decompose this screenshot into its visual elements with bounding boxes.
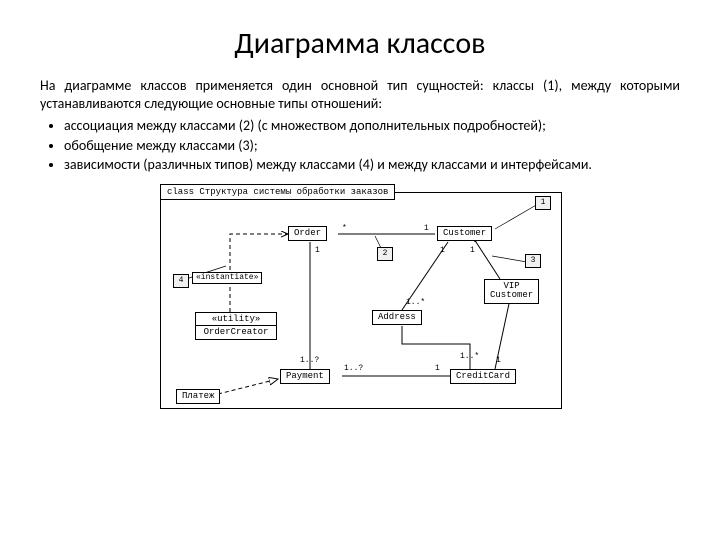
bullet-list: ассоциация между классами (2) (с множест…	[40, 117, 680, 174]
bullet-item: зависимости (различных типов) между клас…	[64, 156, 680, 174]
page-title: Диаграмма классов	[40, 25, 680, 62]
class-vip-customer: VIP Customer	[484, 279, 539, 305]
mult-one-star: 1..*	[460, 352, 479, 361]
uml-diagram: class Структура системы обработки заказо…	[140, 184, 580, 414]
mult-one: 1	[435, 364, 440, 373]
class-customer: Customer	[437, 226, 492, 242]
class-ordercreator: OrderCreator	[195, 325, 277, 341]
class-platez: Платеж	[176, 389, 220, 405]
mult-one: 1	[424, 224, 429, 233]
callout-1: 1	[535, 196, 551, 210]
stereotype-instantiate: «instantiate»	[192, 272, 262, 285]
mult-one-ques: 1..?	[300, 356, 319, 365]
mult-one: 1	[440, 246, 445, 255]
bullet-item: обобщение между классами (3);	[64, 137, 680, 155]
mult-one: 1	[315, 246, 320, 255]
class-address: Address	[372, 310, 422, 326]
mult-star: *	[342, 224, 347, 233]
mult-one-star: 1..*	[406, 298, 425, 307]
callout-4: 4	[173, 274, 189, 288]
mult-one-ques: 1..?	[344, 364, 363, 373]
mult-one: 1	[470, 246, 475, 255]
class-order: Order	[288, 226, 327, 242]
mult-one: 1	[496, 356, 501, 365]
class-creditcard: CreditCard	[450, 369, 516, 385]
description-text: На диаграмме классов применяется один ос…	[40, 77, 680, 112]
callout-2: 2	[377, 247, 393, 261]
callout-3: 3	[525, 254, 541, 268]
bullet-item: ассоциация между классами (2) (с множест…	[64, 117, 680, 135]
class-payment: Payment	[280, 369, 330, 385]
frame-label: class Структура системы обработки заказо…	[160, 184, 395, 200]
